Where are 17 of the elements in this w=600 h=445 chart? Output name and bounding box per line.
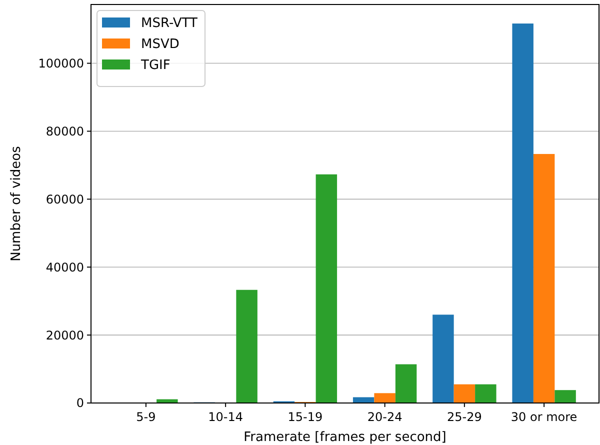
legend-label: TGIF: [140, 58, 170, 74]
x-tick-label: 5-9: [136, 410, 156, 424]
legend-label: MSR-VTT: [141, 16, 198, 32]
x-tick-label: 10-14: [208, 410, 243, 424]
y-tick-label: 60000: [46, 192, 84, 206]
y-tick-label: 100000: [38, 56, 84, 70]
legend-label: MSVD: [141, 37, 180, 52]
y-tick-label: 80000: [46, 124, 84, 138]
x-tick-label: 25-29: [447, 410, 482, 424]
x-axis-title: Framerate [frames per second]: [244, 430, 446, 445]
x-tick-label: 20-24: [367, 410, 402, 424]
y-tick-label: 20000: [46, 328, 84, 342]
y-tick-label: 0: [76, 396, 84, 410]
y-tick-label: 40000: [46, 260, 84, 274]
x-tick-label: 15-19: [288, 410, 323, 424]
y-axis-title: Number of videos: [9, 146, 24, 262]
x-tick-label: 30 or more: [510, 410, 578, 424]
